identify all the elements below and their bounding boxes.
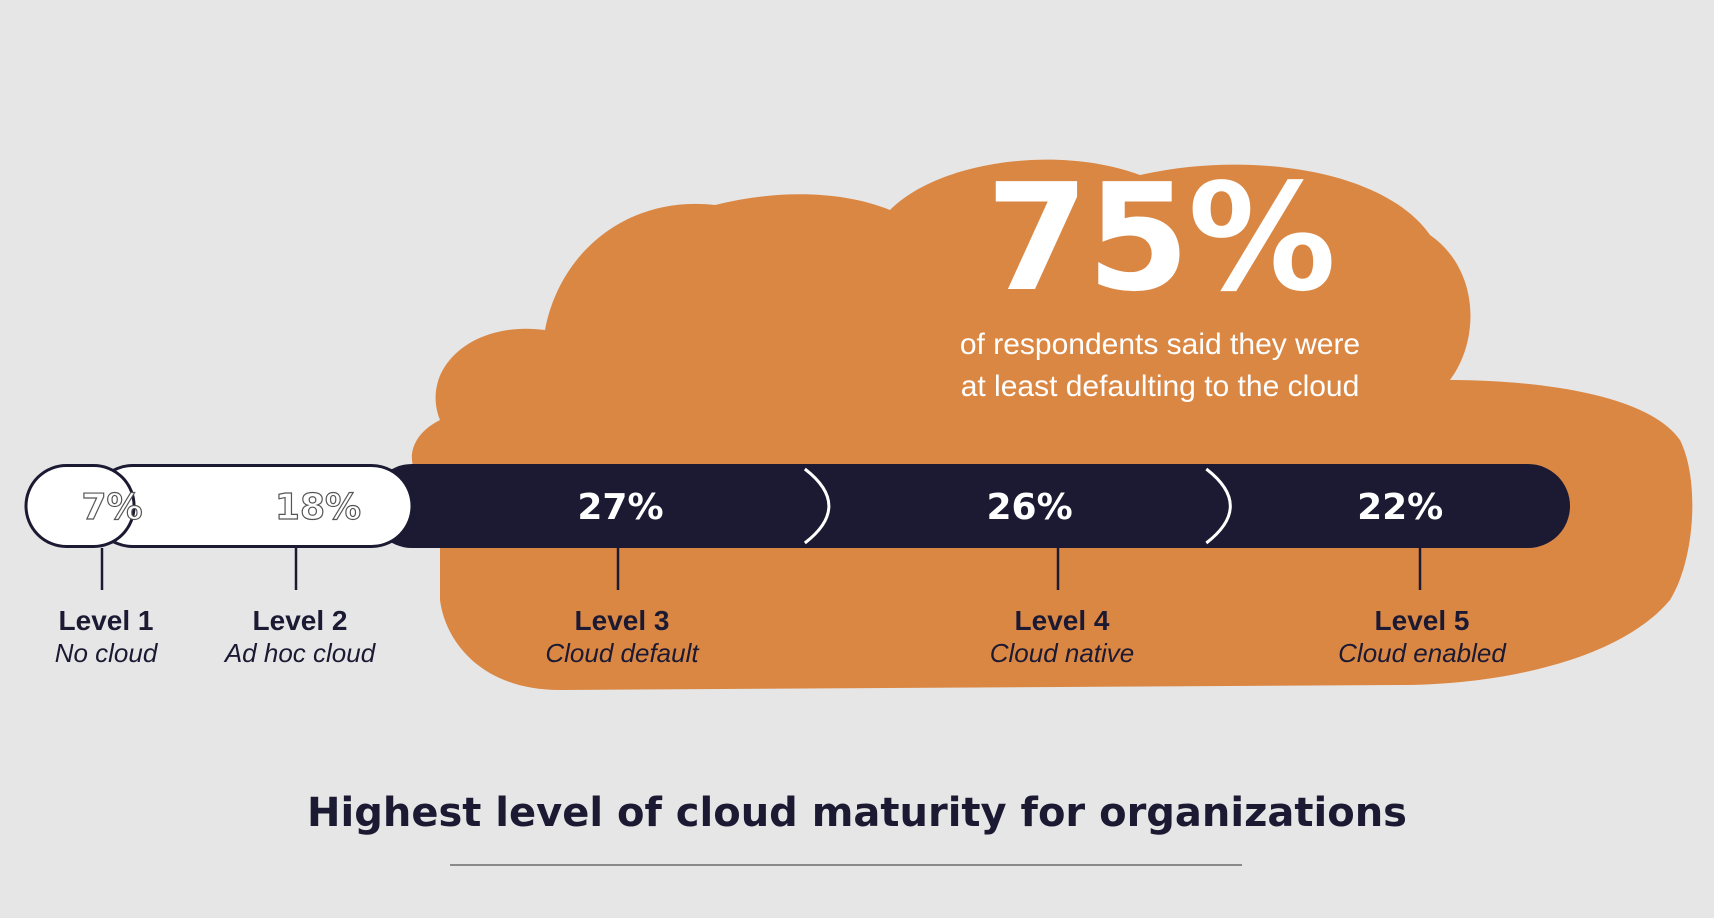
headline-caption: of respondents said they were at least d… — [880, 324, 1440, 408]
cloud-shape — [411, 159, 1693, 690]
value-label-level-2: 18% — [275, 487, 361, 528]
value-label-level-1: 7% — [81, 487, 142, 528]
sublabel-level-5: Cloud enabled — [1338, 638, 1507, 668]
bar-segment-level-1 — [24, 464, 136, 548]
sublabel-level-2: Ad hoc cloud — [223, 638, 377, 668]
headline-percent: 75% — [985, 152, 1336, 324]
bar-separator-4 — [1205, 467, 1232, 545]
value-label-level-5: 22% — [1357, 487, 1443, 528]
stacked-bar — [24, 464, 1570, 548]
value-label-level-3: 27% — [577, 487, 663, 528]
category-label-level-3: Level 3 — [575, 605, 670, 636]
value-label-level-4: 26% — [987, 487, 1073, 528]
title-underline — [450, 864, 1242, 866]
category-label-level-4: Level 4 — [1015, 605, 1110, 636]
sublabel-level-4: Cloud native — [990, 638, 1135, 668]
sublabel-level-1: No cloud — [55, 638, 159, 668]
bar-dark-track — [370, 464, 1570, 548]
category-label-level-2: Level 2 — [253, 605, 348, 636]
category-label-level-5: Level 5 — [1375, 605, 1470, 636]
level-labels: 7% Level 1No cloud 18% Level 2Ad hoc cloud 2… — [55, 486, 1508, 668]
sublabel-level-3: Cloud default — [545, 638, 700, 668]
chart-title: Highest level of cloud maturity for orga… — [307, 790, 1407, 836]
category-label-level-1: Level 1 — [59, 605, 154, 636]
headline-caption-line2: at least defaulting to the cloud — [960, 370, 1360, 403]
bar-separator-3 — [803, 467, 831, 545]
headline-caption-line1: of respondents said they were — [959, 328, 1361, 361]
